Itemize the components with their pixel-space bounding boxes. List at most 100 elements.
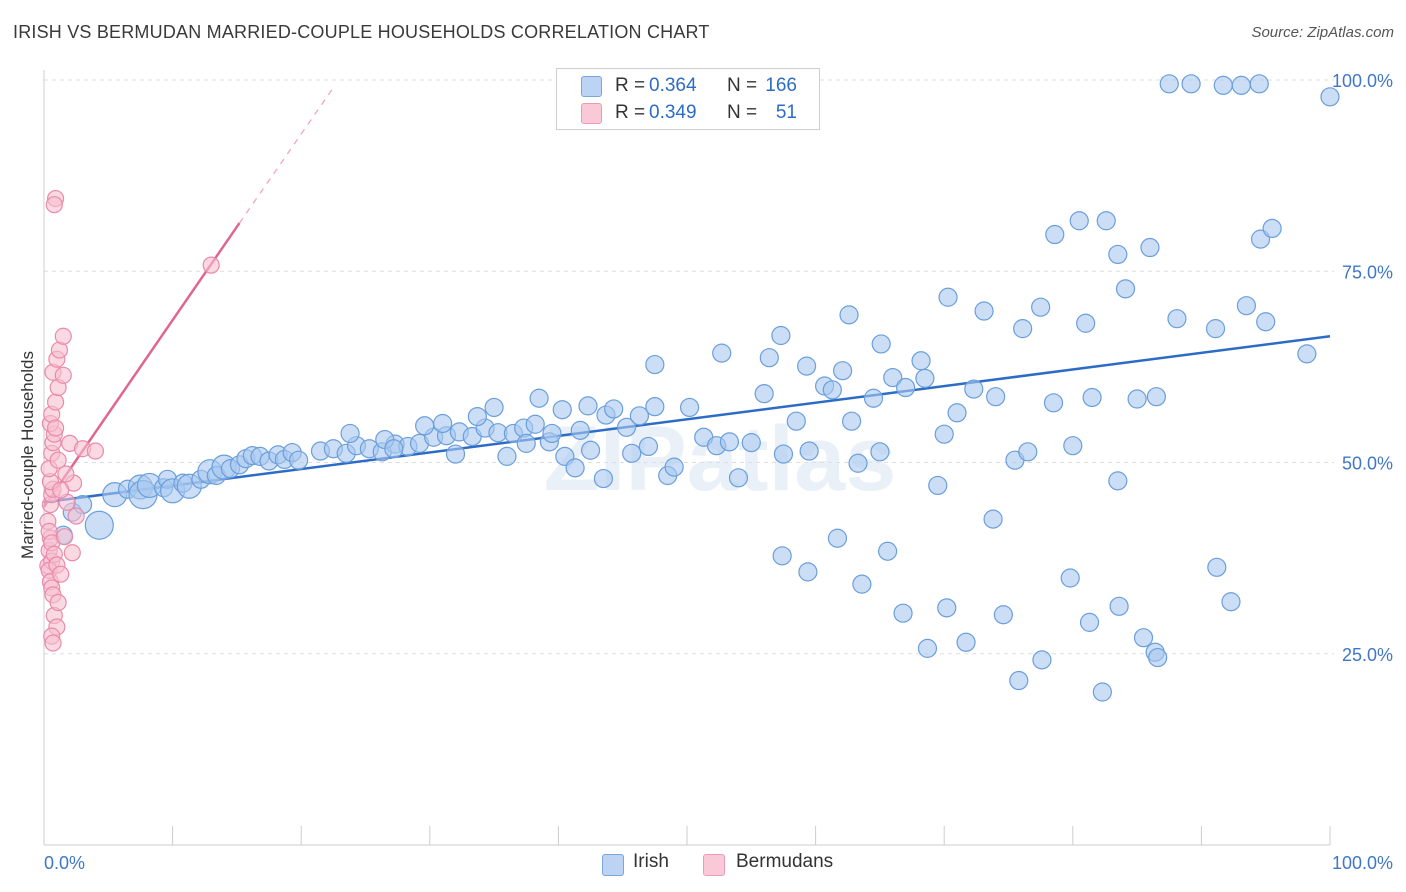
irish-point [947, 403, 967, 423]
irish-point [340, 423, 360, 444]
irish-point [798, 562, 818, 582]
irish-point [928, 475, 948, 496]
irish-point [1181, 74, 1201, 94]
irish-point [1032, 650, 1052, 670]
bermudans-legend-icon [703, 854, 725, 876]
legend-n-label: N = [727, 75, 758, 96]
irish-point [772, 546, 792, 566]
bermudans-point [52, 565, 70, 583]
y-tick-label: 75.0% [1342, 262, 1393, 282]
x-tick-label-start: 0.0% [44, 853, 85, 873]
irish-point [384, 439, 404, 459]
tick-labels: 25.0% 50.0% 75.0% 100.0% 0.0% 100.0% [44, 71, 1393, 873]
irish-point [712, 343, 732, 363]
irish-point [84, 510, 114, 540]
irish-point [974, 301, 994, 321]
y-tick-label: 50.0% [1342, 454, 1393, 474]
irish-point [871, 334, 891, 354]
watermark: ZIPatlas [544, 408, 897, 510]
irish-point [863, 388, 884, 408]
bermudans-point [67, 507, 85, 525]
irish-point [445, 444, 466, 464]
irish-point [1045, 224, 1065, 245]
irish-point [1063, 436, 1083, 456]
bermudans-legend-label: Bermudans [736, 851, 834, 872]
bermudans-point [54, 327, 72, 345]
irish-point [754, 384, 774, 404]
bermudans-point [202, 256, 220, 274]
irish-point [938, 287, 958, 307]
irish-point [1092, 682, 1112, 702]
irish-point [578, 396, 598, 416]
irish-point [786, 411, 806, 431]
irish-point [1013, 319, 1033, 339]
irish-point [467, 407, 487, 427]
x-tick-label-end: 100.0% [1332, 853, 1393, 873]
correlation-legend: R = 0.364 N = 166 R = 0.349 N = 51 [556, 68, 820, 130]
irish-point [796, 356, 817, 376]
irish-point [542, 423, 562, 444]
irish-point [870, 442, 890, 462]
irish-point [552, 400, 572, 420]
bermudans-point [44, 634, 62, 652]
irish-point [848, 453, 868, 473]
bermudans-point [49, 451, 67, 469]
bermudans-point [46, 393, 65, 411]
irish-point [1076, 313, 1096, 333]
irish-point [896, 377, 916, 398]
y-tick-label: 25.0% [1342, 645, 1393, 665]
irish-point [1031, 297, 1051, 317]
irish-point [664, 457, 684, 477]
irish-point [964, 379, 984, 399]
legend-r-label: R = [615, 75, 646, 96]
grid-lines [44, 79, 1334, 655]
irish-point [822, 380, 842, 400]
irish-point [1127, 389, 1147, 409]
irish-point [1069, 211, 1089, 231]
chart-title: IRISH VS BERMUDAN MARRIED-COUPLE HOUSEHO… [13, 22, 710, 42]
irish-point [570, 420, 590, 440]
irish-point [986, 387, 1006, 407]
legend-n-value: 51 [775, 102, 797, 123]
irish-point [645, 354, 665, 375]
y-axis-label: Married-couple Households [18, 351, 37, 559]
irish-point [1109, 596, 1129, 616]
irish-point [1236, 296, 1257, 316]
irish-point [917, 638, 938, 658]
irish-point [1231, 75, 1251, 95]
y-tick-label: 100.0% [1332, 71, 1393, 91]
irish-point [1207, 557, 1227, 577]
axes [43, 70, 1331, 846]
irish-point [593, 468, 614, 489]
irish-point [1108, 244, 1128, 265]
irish-legend-icon [602, 854, 624, 876]
legend-n-value: 166 [765, 75, 797, 96]
irish-point [1115, 279, 1136, 299]
irish-point [883, 367, 903, 388]
irish-point [839, 305, 859, 325]
irish-point [1221, 592, 1241, 612]
bermudans-point [54, 366, 72, 384]
legend-r-label: R = [615, 102, 646, 123]
irish-point [1060, 568, 1080, 588]
irish-point [1018, 442, 1038, 462]
irish-point [1043, 393, 1064, 413]
irish-point [842, 411, 862, 431]
irish-point [580, 440, 601, 460]
irish-point [728, 468, 749, 488]
bermudans-point [86, 442, 105, 460]
irish-point [1108, 471, 1128, 491]
bermudans-point [55, 528, 74, 546]
source-credit: Source: ZipAtlas.com [1251, 24, 1394, 41]
irish-point [1079, 612, 1100, 632]
bermudans-swatch-icon [581, 103, 602, 124]
irish-point [878, 541, 898, 561]
irish-point [415, 416, 435, 436]
irish-point [1082, 387, 1102, 408]
irish-trend-line [43, 335, 1331, 504]
irish-point [1205, 319, 1226, 339]
irish-point [983, 509, 1003, 529]
irish-point [1262, 218, 1282, 239]
irish-legend-label: Irish [633, 851, 669, 872]
